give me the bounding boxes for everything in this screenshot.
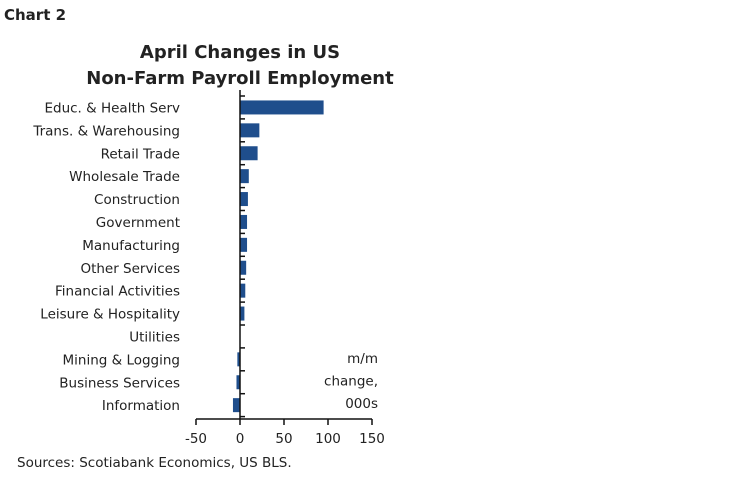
category-label: Retail Trade — [101, 146, 180, 162]
unit-label: m/m — [347, 351, 378, 367]
title-line-1: April Changes in US — [139, 42, 341, 63]
bar — [240, 237, 248, 252]
bar — [240, 146, 258, 161]
category-label: Utilities — [129, 329, 180, 345]
bar — [232, 398, 240, 413]
bar — [240, 169, 249, 184]
bar — [240, 214, 248, 229]
bar — [237, 352, 240, 367]
category-label: Construction — [94, 192, 180, 208]
category-label: Business Services — [59, 375, 180, 391]
unit-label: 000s — [345, 396, 378, 412]
category-label: Financial Activities — [55, 284, 180, 300]
bar — [240, 100, 324, 115]
unit-label: change, — [324, 374, 378, 390]
category-label: Trans. & Warehousing — [32, 123, 180, 139]
x-tick-label: 150 — [359, 431, 385, 447]
x-tick-label: 50 — [275, 431, 292, 447]
bar — [240, 306, 245, 321]
bar — [240, 123, 260, 138]
category-label: Other Services — [80, 261, 180, 277]
bar — [240, 192, 248, 207]
category-label: Government — [96, 215, 180, 231]
x-tick-label: -50 — [185, 431, 207, 447]
category-label: Information — [102, 398, 180, 414]
bar — [240, 283, 246, 298]
source-note: Sources: Scotiabank Economics, US BLS. — [17, 455, 292, 471]
x-tick-label: 0 — [236, 431, 245, 447]
bar — [240, 260, 247, 275]
category-label: Leisure & Hospitality — [40, 307, 180, 323]
category-label: Educ. & Health Serv — [44, 100, 180, 116]
x-tick-label: 100 — [315, 431, 341, 447]
chart-label: Chart 2 — [4, 6, 67, 24]
title-line-2: Non-Farm Payroll Employment — [86, 68, 394, 89]
category-label: Manufacturing — [82, 238, 180, 254]
bar — [236, 375, 240, 390]
chart-title: April Changes in US Non-Farm Payroll Emp… — [80, 40, 400, 92]
category-label: Wholesale Trade — [69, 169, 180, 185]
category-label: Mining & Logging — [63, 352, 181, 368]
